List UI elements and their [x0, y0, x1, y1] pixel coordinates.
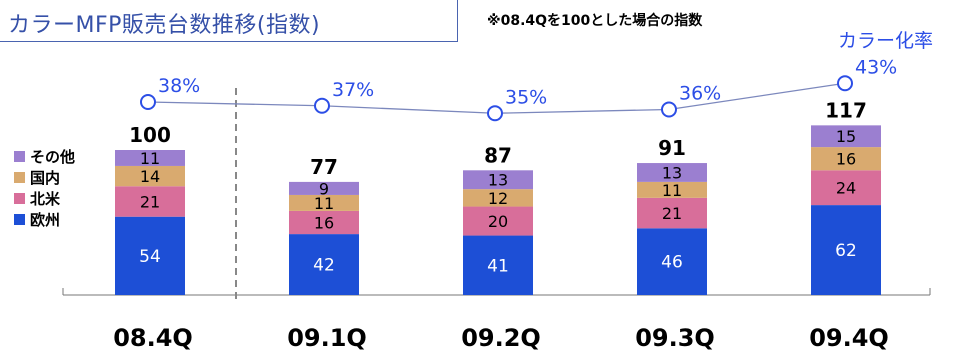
legend-swatch-other: [14, 151, 25, 162]
bar-segment: [811, 205, 881, 295]
color-rate-label-value: 38%: [158, 75, 200, 97]
legend-item-domestic: 国内: [14, 167, 75, 188]
category-tick-label: 09.2Q: [461, 324, 541, 352]
bar-segment: [289, 181, 359, 195]
chart-title: カラーMFP販売台数推移(指数): [8, 13, 321, 38]
bar-value-label: 12: [488, 189, 508, 208]
color-rate-label-value: 35%: [505, 86, 547, 108]
bar-value-label: 13: [662, 163, 682, 182]
bar-value-label: 54: [139, 247, 161, 267]
bar-segment: [289, 234, 359, 295]
bar-segment: [289, 194, 359, 211]
legend-item-north-america: 北米: [14, 188, 75, 209]
bar-segment: [637, 163, 707, 182]
bar-segment: [115, 186, 185, 217]
legend-label-domestic: 国内: [30, 169, 61, 187]
color-rate-point: [661, 101, 677, 118]
bar-segment: [115, 216, 185, 295]
index-note: ※08.4Qを100とした場合の指数: [487, 13, 703, 29]
bar-segment: [637, 228, 707, 295]
bar-value-label: 15: [836, 127, 856, 146]
color-rate-point: [837, 75, 853, 92]
color-rate-label-value: 37%: [332, 79, 374, 101]
bar-total-label: 87: [484, 143, 512, 167]
bar-segment: [463, 206, 533, 236]
legend-swatch-domestic: [14, 172, 25, 183]
legend-label-other: その他: [30, 148, 76, 166]
bar-value-label: 16: [314, 214, 334, 233]
bar-segment: [115, 165, 185, 187]
category-tick-label: 09.3Q: [635, 324, 715, 352]
color-rate-label-value: 36%: [679, 83, 721, 105]
bar-value-label: 21: [140, 192, 160, 211]
bar-total-label: 91: [658, 136, 686, 160]
legend-label-north-america: 北米: [30, 190, 61, 208]
bar-value-label: 11: [140, 149, 160, 168]
legend: その他 国内 北米 欧州: [14, 146, 75, 230]
bar-value-label: 11: [662, 181, 682, 200]
bar-value-label: 20: [488, 212, 508, 231]
color-rate-label-value: 43%: [855, 56, 897, 78]
bar-segment: [811, 170, 881, 206]
bar-total-label: 117: [825, 98, 867, 122]
bar-segment: [637, 197, 707, 229]
bar-segment: [463, 189, 533, 207]
legend-swatch-europe: [14, 214, 25, 225]
bar-value-label: 16: [836, 150, 856, 169]
legend-label-europe: 欧州: [30, 211, 61, 229]
bar-segment: [115, 150, 185, 166]
bar-segment: [463, 170, 533, 190]
bar-total-label: 77: [310, 155, 338, 179]
bar-segment: [811, 147, 881, 171]
bar-value-label: 41: [487, 256, 509, 276]
legend-item-other: その他: [14, 146, 75, 167]
color-rate-point: [314, 97, 330, 114]
bar-segment: [637, 181, 707, 198]
bar-total-label: 100: [129, 123, 171, 147]
bar-value-label: 14: [140, 167, 160, 186]
bar-segment: [463, 235, 533, 295]
bar-value-label: 21: [662, 204, 682, 223]
legend-swatch-north-america: [14, 193, 25, 204]
bar-value-label: 62: [835, 241, 857, 261]
bar-value-label: 24: [836, 179, 856, 198]
bar-value-label: 42: [313, 256, 335, 276]
bar-segment: [811, 125, 881, 148]
category-tick-label: 08.4Q: [113, 324, 193, 352]
category-tick-label: 09.4Q: [809, 324, 889, 352]
color-rate-label: カラー化率: [838, 30, 934, 52]
bar-value-label: 13: [488, 171, 508, 190]
legend-item-europe: 欧州: [14, 209, 75, 230]
category-tick-label: 09.1Q: [287, 324, 367, 352]
bar-value-label: 9: [319, 179, 329, 198]
bar-value-label: 46: [661, 253, 683, 273]
bar-value-label: 11: [314, 194, 334, 213]
color-rate-point: [487, 105, 503, 122]
bar-segment: [289, 210, 359, 235]
title-box: カラーMFP販売台数推移(指数): [0, 0, 458, 42]
color-rate-point: [140, 94, 156, 110]
